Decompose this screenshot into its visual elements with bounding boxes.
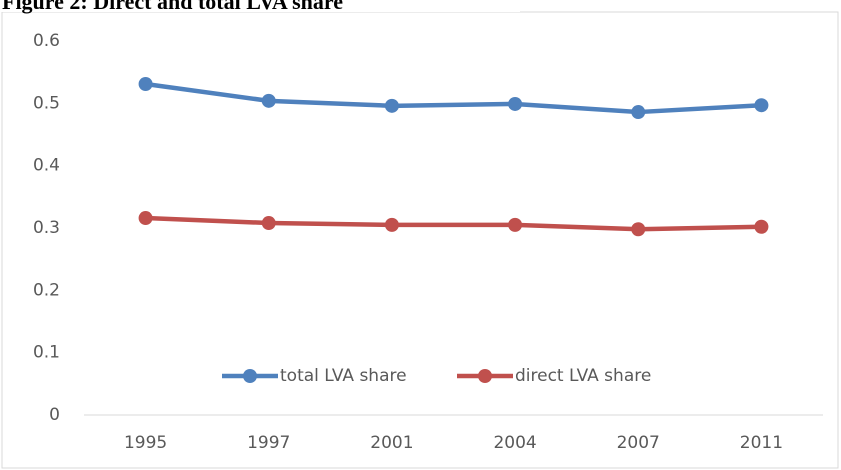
data-point <box>508 96 523 111</box>
series-line <box>145 81 762 115</box>
x-tick-label: 2004 <box>493 433 536 453</box>
x-tick-label: 2007 <box>617 433 660 453</box>
data-point <box>261 93 276 108</box>
data-point <box>138 77 153 92</box>
y-tick-label: 0 <box>49 405 60 425</box>
y-tick-label: 0.3 <box>33 218 60 238</box>
x-tick-label: 2001 <box>370 433 413 453</box>
x-tick-label: 1997 <box>247 433 290 453</box>
data-point <box>631 222 646 237</box>
data-point <box>138 211 153 226</box>
data-point <box>384 217 399 232</box>
data-point <box>631 105 646 120</box>
y-tick-label: 0.5 <box>33 93 60 113</box>
legend-label: direct LVA share <box>515 366 651 386</box>
chart-title: Figure 2: Direct and total LVA share <box>2 0 343 14</box>
data-point <box>508 217 523 232</box>
y-tick-label: 0.1 <box>33 343 60 363</box>
y-tick-label: 0.6 <box>33 31 60 51</box>
x-tick-label: 2011 <box>740 433 783 453</box>
x-tick-label: 1995 <box>124 433 167 453</box>
series-line <box>145 215 762 232</box>
y-tick-label: 0.2 <box>33 280 60 300</box>
data-point <box>261 216 276 231</box>
legend-label: total LVA share <box>280 366 407 386</box>
title-background <box>0 0 520 12</box>
chart-frame <box>1 11 839 469</box>
data-point <box>754 98 769 113</box>
data-point <box>384 98 399 113</box>
y-tick-label: 0.4 <box>33 156 60 176</box>
data-point <box>754 219 769 234</box>
legend-marker <box>478 369 492 383</box>
legend-marker <box>243 369 257 383</box>
